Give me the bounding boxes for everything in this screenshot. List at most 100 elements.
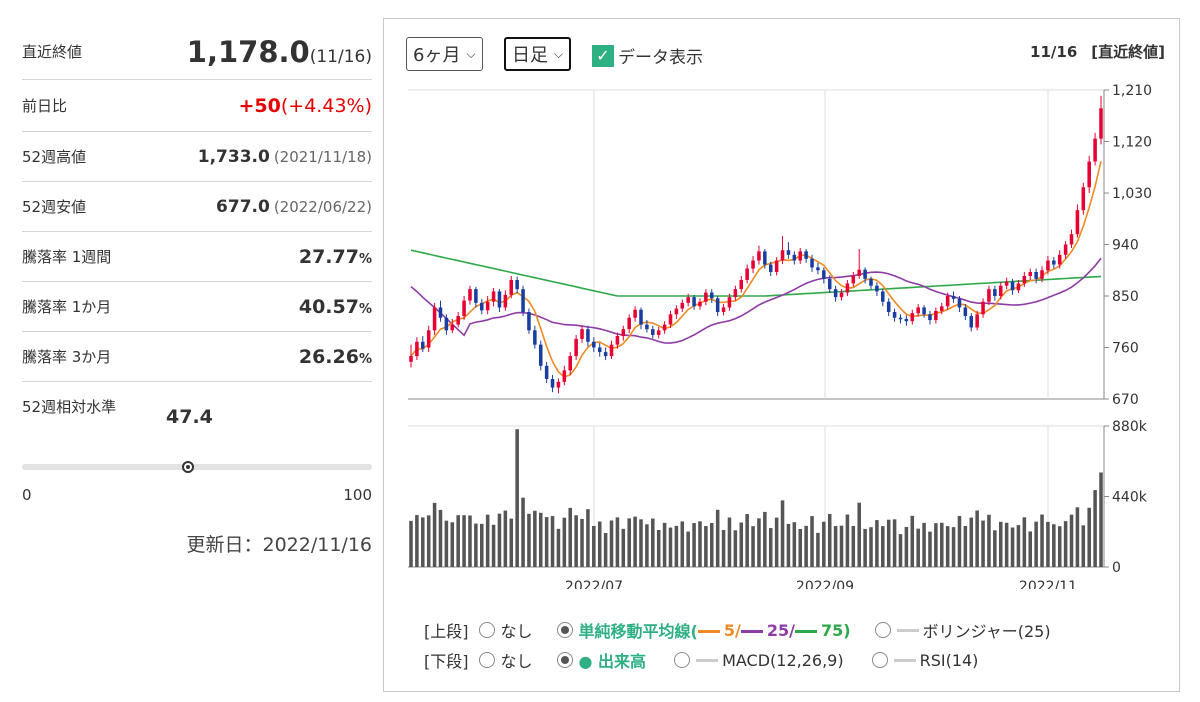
candle-body: [904, 318, 909, 322]
candle-body: [645, 324, 649, 330]
candle-body: [674, 308, 679, 315]
volume-bar: [1063, 521, 1068, 567]
candle-body: [881, 291, 885, 302]
change-1m-value: 40.57: [298, 295, 359, 318]
volume-bar: [1093, 490, 1097, 567]
lower-label: [下段]: [424, 652, 469, 671]
volume-bar: [586, 509, 590, 567]
candle-body: [863, 269, 867, 279]
volume-bar: [432, 502, 437, 567]
candle-body: [757, 251, 761, 261]
candle-body: [550, 378, 555, 388]
volume-bar: [963, 526, 968, 567]
ma25-line: [410, 257, 1102, 344]
volume-bar: [527, 513, 531, 567]
candle-body: [739, 279, 744, 290]
upper-sma-radio[interactable]: [556, 622, 573, 638]
candle-body: [515, 279, 519, 290]
rsi-label: RSI(14): [919, 650, 979, 670]
candle-body: [780, 250, 785, 261]
price-tick-label: 670: [1112, 392, 1139, 408]
period-select[interactable]: 6ヶ月 ⌵: [406, 37, 483, 71]
sma-25-label: 25/: [740, 621, 795, 640]
volume-bar: [533, 510, 537, 567]
volume-bar: [674, 525, 679, 567]
volume-bar: [609, 520, 614, 567]
candle-body: [792, 254, 797, 261]
lower-volume-radio[interactable]: [556, 652, 573, 668]
volume-bar: [875, 520, 879, 567]
pct-unit: %: [358, 351, 372, 367]
interval-select[interactable]: 日足 ⌵: [504, 37, 572, 71]
volume-bar: [998, 521, 1003, 567]
candle-body: [804, 251, 808, 259]
volume-bar: [580, 518, 584, 567]
candle-body: [597, 347, 602, 353]
x-tick-label: 2022/11: [1019, 579, 1077, 589]
volume-bar: [1081, 525, 1086, 567]
candle-body: [721, 307, 726, 313]
volume-bar: [668, 527, 673, 567]
volume-bar: [804, 525, 808, 567]
volume-bar: [886, 519, 891, 567]
candle-body: [816, 267, 820, 271]
volume-bar: [1069, 514, 1074, 567]
candle-body: [715, 298, 720, 313]
macd-label: MACD(12,26,9): [722, 650, 844, 670]
volume-bar: [727, 517, 732, 567]
change-1m-label: 騰落率 1か月: [22, 298, 112, 316]
volume-bar: [1028, 531, 1032, 567]
candle-body: [1022, 275, 1027, 284]
candle-body: [568, 356, 572, 371]
volume-bar: [497, 513, 502, 567]
lower-none-radio[interactable]: [478, 652, 495, 668]
candle-body: [1052, 260, 1056, 265]
high52-value: 1,733.0: [197, 146, 270, 167]
low52-value: 677.0: [216, 196, 270, 217]
price-volume-chart: 2022/07 2022/09 2022/11 1,210 1,120 1,030 940 8…: [408, 83, 1152, 589]
lower-rsi-radio[interactable]: [871, 652, 888, 668]
volume-bar: [1016, 525, 1021, 567]
volume-bar: [1004, 522, 1009, 567]
candle-body: [686, 297, 690, 303]
volume-bar: [480, 523, 484, 567]
candle-body: [1069, 234, 1074, 245]
price-tick-label: 940: [1112, 238, 1139, 254]
price-tick-label: 760: [1112, 341, 1139, 357]
candle-body: [798, 251, 802, 261]
volume-bar: [892, 519, 897, 567]
candle-body: [586, 329, 590, 342]
volume-bar: [1087, 507, 1091, 567]
show-data-checkbox[interactable]: ✓ データ表示: [592, 43, 703, 68]
volume-bar: [474, 523, 478, 567]
volume-bar: [426, 515, 431, 567]
upper-bollinger-radio[interactable]: [874, 622, 891, 638]
volume-bar: [698, 521, 702, 567]
volume-tick-label: 440k: [1112, 490, 1148, 506]
level-track: [22, 464, 372, 470]
candle-body: [680, 302, 685, 309]
candle-body: [556, 381, 561, 388]
volume-bar: [544, 517, 549, 567]
candle-body: [521, 289, 525, 313]
latest-close-date: (11/16): [309, 46, 372, 67]
lower-none-label: なし: [500, 652, 533, 671]
bollinger-line-icon: [896, 628, 919, 632]
candle-body: [474, 289, 478, 303]
candle-body: [491, 291, 496, 302]
ma75-line: [410, 249, 1102, 297]
volume-bar: [556, 528, 561, 567]
candle-body: [1093, 138, 1097, 162]
level-value: 47.4: [166, 406, 213, 428]
candle-body: [639, 309, 643, 325]
upper-none-radio[interactable]: [478, 622, 495, 638]
price-tick-label: 1,030: [1112, 186, 1152, 202]
volume-bar: [603, 532, 608, 567]
ma5-line: [410, 161, 1102, 378]
volume-bar: [662, 522, 667, 567]
lower-macd-radio[interactable]: [674, 652, 691, 668]
chevron-down-icon: ⌵: [554, 46, 564, 61]
volume-bar: [774, 517, 779, 567]
candle-body: [456, 316, 460, 325]
volume-bar: [993, 530, 997, 567]
